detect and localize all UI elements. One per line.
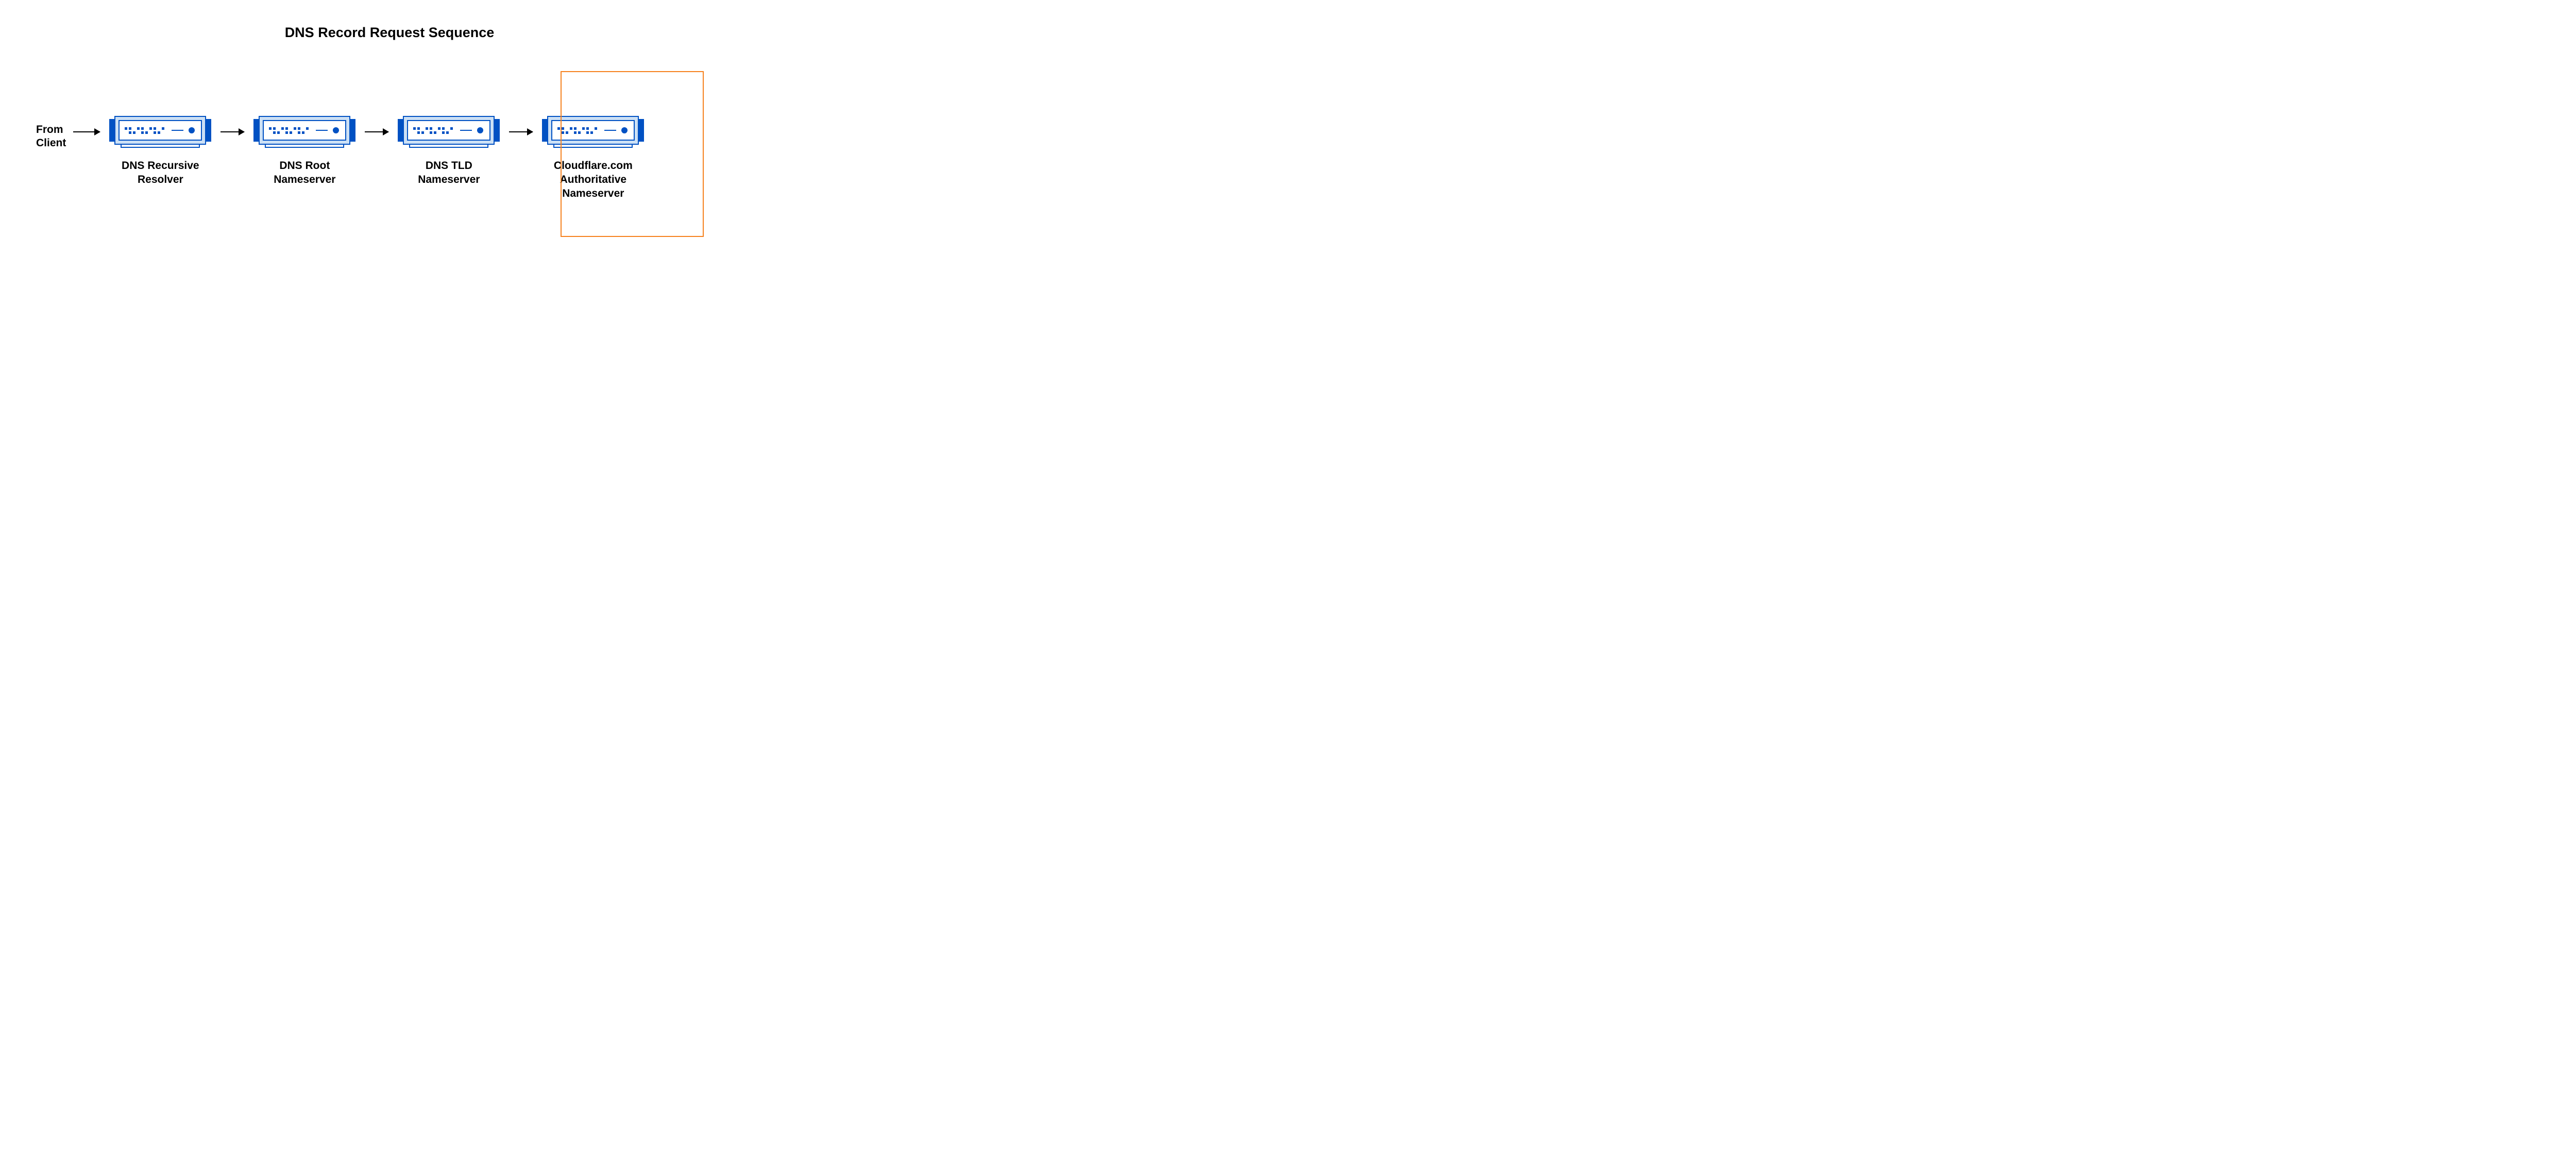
- source-label: From Client: [36, 123, 66, 150]
- server-icon: [109, 116, 211, 148]
- node-label: DNS RootNameserver: [274, 159, 335, 187]
- arrow: [221, 116, 244, 148]
- sequence-container: DNS RecursiveResolver DNS RootNameserver D…: [73, 116, 653, 201]
- server-icon: [542, 116, 644, 148]
- source-line2: Client: [36, 137, 66, 149]
- node-tld-nameserver: DNS TLDNameserver: [398, 116, 500, 187]
- flow-row: From Client DNS RecursiveResolver DNS Roo…: [36, 116, 653, 201]
- server-icon: [398, 116, 500, 148]
- node-label: DNS RecursiveResolver: [122, 159, 199, 187]
- source-line1: From: [36, 124, 63, 135]
- server-icon: [253, 116, 355, 148]
- diagram-title: DNS Record Request Sequence: [0, 25, 779, 41]
- node-auth-nameserver: Cloudflare.comAuthoritativeNameserver: [542, 116, 644, 201]
- arrow: [365, 116, 388, 148]
- node-label: DNS TLDNameserver: [418, 159, 480, 187]
- node-root-nameserver: DNS RootNameserver: [253, 116, 355, 187]
- arrow: [509, 116, 533, 148]
- arrow: [73, 116, 100, 148]
- node-recursive-resolver: DNS RecursiveResolver: [109, 116, 211, 187]
- node-label: Cloudflare.comAuthoritativeNameserver: [554, 159, 633, 201]
